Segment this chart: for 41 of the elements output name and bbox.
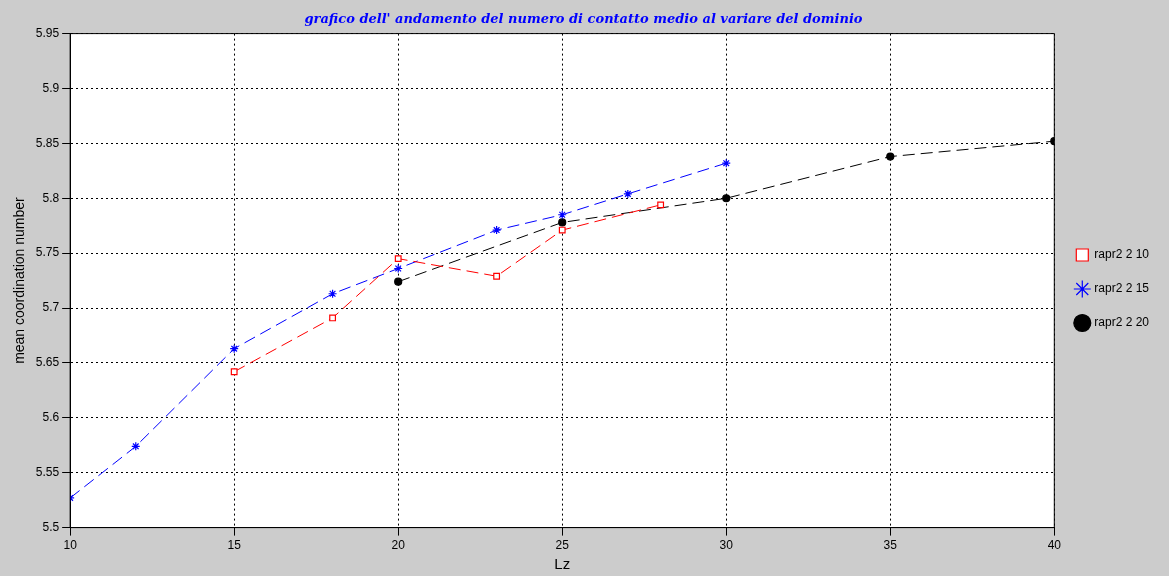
point (721, 158, 731, 168)
point (327, 289, 338, 299)
point (230, 368, 238, 376)
point (229, 344, 239, 354)
y-tick-label: 5.85 (35, 135, 60, 150)
x-tick-label: 25 (555, 538, 570, 553)
legend-label: rapr2 2 15 (1094, 281, 1150, 296)
point (394, 277, 403, 286)
chart-title: grafico dell' andamento del numero di contatto medio al variare del dominio (304, 11, 863, 27)
legend-label: rapr2 2 20 (1094, 315, 1150, 330)
point (557, 210, 567, 220)
point (393, 263, 403, 274)
x-tick-label: 40 (1047, 538, 1062, 553)
y-tick-label: 5.75 (35, 245, 60, 260)
point (394, 255, 402, 263)
y-tick-label: 5.55 (35, 465, 60, 480)
point (493, 272, 501, 280)
y-tick-label: 5.9 (42, 80, 60, 95)
y-tick-label: 5.6 (42, 410, 60, 425)
legend-label: rapr2 2 10 (1094, 247, 1150, 262)
y-tick-label: 5.65 (35, 355, 60, 370)
point (886, 152, 895, 161)
x-tick-label: 15 (227, 538, 242, 553)
y-tick-label: 5.5 (42, 519, 60, 534)
point (623, 189, 633, 199)
x-tick-label: 20 (391, 538, 406, 553)
point (492, 225, 502, 235)
x-tick-label: 30 (719, 538, 734, 553)
x-tick-label: 35 (883, 538, 898, 553)
point (657, 201, 665, 209)
x-axis-title: Lz (554, 555, 571, 573)
x-tick-label: 10 (63, 538, 78, 553)
point (329, 314, 337, 322)
y-tick-label: 5.95 (35, 25, 60, 40)
point (558, 226, 566, 234)
y-axis-title: mean coordination number (11, 196, 28, 364)
y-tick-label: 5.7 (42, 300, 60, 315)
point (131, 441, 141, 451)
point (722, 194, 731, 203)
point (558, 218, 567, 227)
y-tick-label: 5.8 (42, 190, 60, 205)
